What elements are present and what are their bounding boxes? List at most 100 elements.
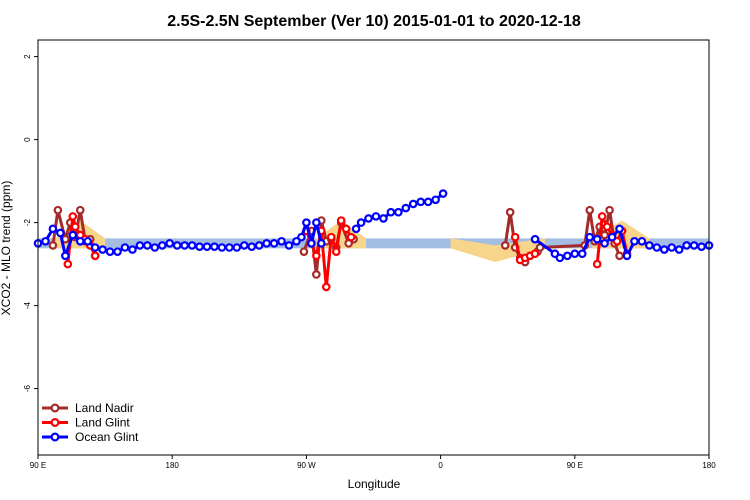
ocean-glint-point xyxy=(652,243,662,252)
land-nadir-point xyxy=(605,205,614,215)
ocean-glint-point xyxy=(570,249,580,259)
plot-frame xyxy=(37,39,710,456)
ocean-glint-point xyxy=(356,218,366,227)
ocean-glint-point xyxy=(202,242,212,251)
ocean-glint-point xyxy=(307,239,316,248)
ocean-glint-point xyxy=(379,214,388,223)
ocean-glint-point xyxy=(187,241,197,250)
ocean-glint-point xyxy=(637,236,647,246)
ocean-glint-point xyxy=(61,251,70,261)
ocean-glint-point xyxy=(83,236,93,246)
ocean-glint-point xyxy=(225,243,234,252)
x-axis: 90 E 180 90 W 0 90 E 180 xyxy=(30,455,716,470)
ocean-glint-point xyxy=(386,207,396,217)
land-nadir-point xyxy=(75,205,85,215)
land-glint-point xyxy=(530,249,540,259)
legend-label: Ocean Glint xyxy=(75,430,139,444)
y-axis-label: XCO2 - MLO trend (ppm) xyxy=(0,181,13,316)
legend-label: Land Nadir xyxy=(75,401,134,415)
ocean-glint-point xyxy=(682,241,691,250)
ocean-glint-point xyxy=(277,236,286,246)
land-glint-point xyxy=(321,282,331,292)
ocean-glint-point xyxy=(431,195,440,205)
legend-label: Land Glint xyxy=(75,416,130,430)
ocean-glint-point xyxy=(297,232,306,242)
ocean-glint-point xyxy=(394,207,403,217)
land-nadir-point xyxy=(312,270,321,279)
land-nadir-point xyxy=(585,205,595,215)
ocean-glint-point xyxy=(577,249,587,259)
x-tick-label: 90 E xyxy=(567,461,583,470)
ocean-glint-point xyxy=(563,251,572,261)
ocean-glint-point xyxy=(143,241,152,250)
ocean-glint-point xyxy=(98,245,107,254)
ocean-glint-point xyxy=(659,245,669,254)
ocean-glint-point xyxy=(239,241,249,250)
x-tick-label: 180 xyxy=(702,461,716,470)
y-tick-label: -6 xyxy=(23,384,32,392)
ocean-glint-point xyxy=(75,236,85,246)
land-glint-line xyxy=(305,219,353,289)
ocean-glint-point xyxy=(90,243,100,252)
ocean-glint-point xyxy=(667,243,677,252)
legend-marker xyxy=(50,418,60,428)
land-glint-point xyxy=(597,212,607,221)
ocean-glint-point xyxy=(351,224,361,234)
land-nadir-line xyxy=(536,208,621,257)
ocean-glint-point xyxy=(555,253,565,263)
x-tick-label: 0 xyxy=(438,461,443,470)
ocean-glint-point xyxy=(401,203,411,213)
ocean-glint-point xyxy=(48,224,58,234)
land-nadir-point xyxy=(53,205,63,215)
ocean-glint-point xyxy=(416,197,426,207)
uncertainty-band xyxy=(38,238,709,249)
ocean-glint-point xyxy=(585,232,595,242)
ocean-glint-point xyxy=(150,243,160,252)
highlight-band-3 xyxy=(450,238,545,263)
land-glint-point xyxy=(336,216,346,225)
ocean-glint-point xyxy=(68,230,78,240)
land-glint-point xyxy=(63,259,73,269)
ocean-glint-point xyxy=(56,228,65,238)
ocean-glint-point xyxy=(615,224,624,234)
land-glint-point xyxy=(326,232,336,242)
x-tick-label: 180 xyxy=(166,461,180,470)
ocean-glint-point xyxy=(645,241,654,250)
y-tick-label: 2 xyxy=(23,54,32,59)
legend-item-land-glint: Land Glint xyxy=(42,416,130,430)
ocean-glint-point xyxy=(674,245,684,254)
series-ocean-glint xyxy=(33,189,714,263)
ocean-glint-point xyxy=(312,218,321,227)
land-glint-point xyxy=(602,222,612,232)
ocean-glint-point xyxy=(128,245,137,254)
legend-item-land-nadir: Land Nadir xyxy=(42,401,134,415)
ocean-glint-point xyxy=(302,218,311,227)
ocean-glint-point xyxy=(364,214,373,223)
ocean-glint-point xyxy=(697,242,706,251)
x-tick-label: 90 W xyxy=(297,461,316,470)
land-glint-point xyxy=(68,212,78,221)
ocean-glint-point xyxy=(195,242,204,251)
ocean-glint-point xyxy=(622,251,632,261)
land-glint-point xyxy=(341,224,351,234)
ocean-glint-point xyxy=(284,241,294,250)
land-glint-point xyxy=(90,251,100,261)
ocean-glint-point xyxy=(592,234,602,244)
legend-marker xyxy=(50,432,60,442)
land-nadir-point xyxy=(505,207,515,217)
legend-marker xyxy=(50,403,60,413)
ocean-glint-point xyxy=(232,243,242,252)
y-tick-label: -4 xyxy=(23,301,32,309)
ocean-glint-point xyxy=(408,199,418,209)
y-axis: 2 0 -2 -4 -6 xyxy=(23,54,38,392)
series-land-glint xyxy=(63,212,632,292)
ocean-glint-point xyxy=(172,241,182,250)
land-nadir-point xyxy=(600,230,609,240)
ocean-glint-point xyxy=(317,239,326,248)
ocean-glint-point xyxy=(630,236,639,246)
land-glint-point xyxy=(346,232,356,242)
land-glint-point xyxy=(331,247,341,256)
ocean-glint-point xyxy=(165,239,175,248)
